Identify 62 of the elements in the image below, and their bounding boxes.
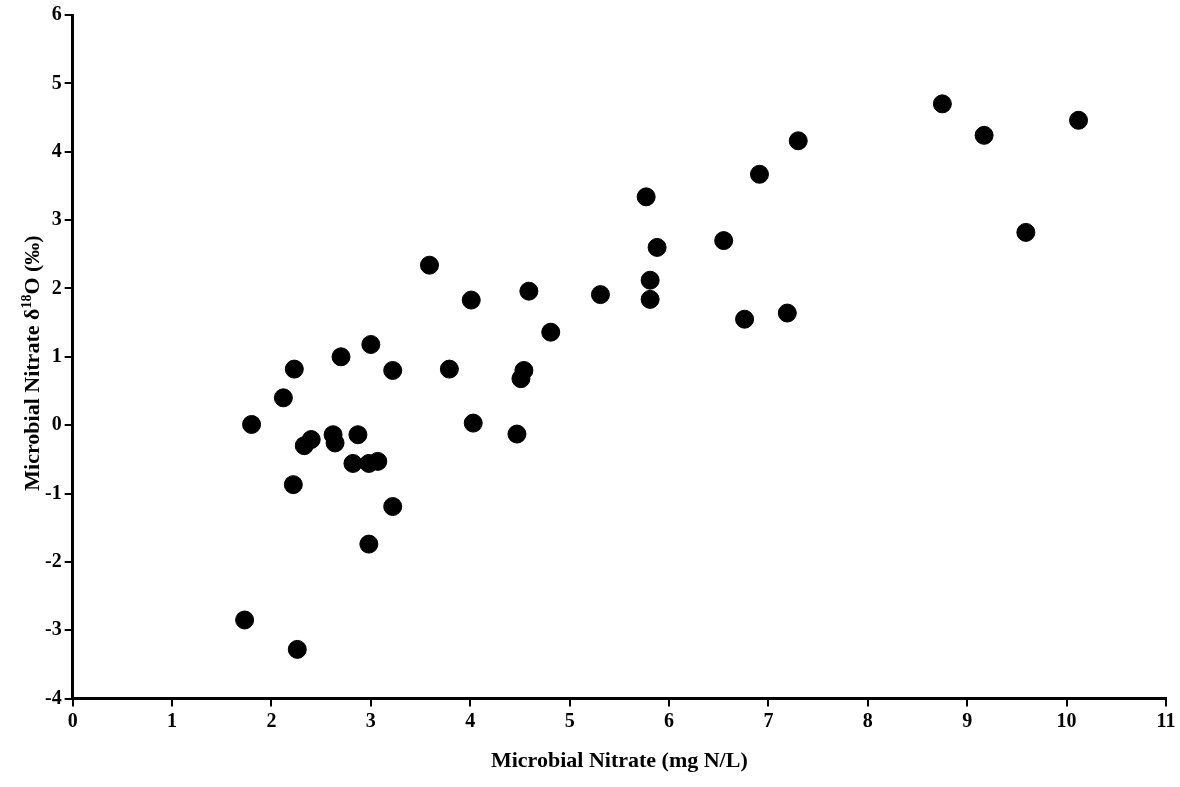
point bbox=[284, 359, 304, 379]
y-tick-label: -4 bbox=[44, 685, 62, 708]
x-tick-label: 6 bbox=[664, 708, 675, 731]
point bbox=[361, 335, 381, 354]
y-tick-label: -1 bbox=[44, 480, 62, 503]
point bbox=[325, 433, 345, 453]
point bbox=[343, 453, 363, 473]
y-tick-label: 1 bbox=[51, 343, 62, 366]
point bbox=[383, 497, 403, 517]
point bbox=[419, 255, 439, 275]
point bbox=[235, 610, 255, 630]
y-tick-label: -3 bbox=[44, 617, 62, 640]
point bbox=[974, 125, 994, 145]
y-tick-label: 0 bbox=[51, 412, 62, 435]
point bbox=[932, 94, 952, 114]
y-tick-label: -2 bbox=[44, 549, 62, 572]
x-tick-label: 9 bbox=[962, 708, 973, 731]
point bbox=[348, 425, 368, 445]
point bbox=[636, 187, 656, 207]
point bbox=[273, 388, 293, 408]
point bbox=[1016, 222, 1036, 242]
point bbox=[461, 290, 481, 310]
x-tick-label: 1 bbox=[167, 708, 178, 731]
point bbox=[439, 359, 459, 379]
point bbox=[301, 430, 321, 450]
point bbox=[368, 451, 388, 471]
y-tick-label: 6 bbox=[51, 2, 62, 25]
y-tick-label: 5 bbox=[51, 70, 62, 93]
x-tick-label: 11 bbox=[1156, 708, 1176, 731]
point bbox=[359, 534, 379, 554]
y-tick-label: 4 bbox=[51, 138, 62, 161]
point bbox=[331, 347, 351, 367]
x-tick-label: 0 bbox=[67, 708, 78, 731]
point bbox=[1069, 110, 1089, 130]
x-tick-label: 2 bbox=[266, 708, 277, 731]
point bbox=[463, 413, 483, 433]
y-tick-label: 3 bbox=[51, 207, 62, 230]
point bbox=[507, 424, 527, 444]
point bbox=[519, 281, 539, 301]
point bbox=[514, 360, 534, 380]
point bbox=[242, 414, 262, 434]
point bbox=[735, 309, 755, 329]
x-tick-label: 4 bbox=[465, 708, 476, 731]
x-tick-label: 8 bbox=[862, 708, 873, 731]
point bbox=[647, 237, 667, 257]
point bbox=[283, 475, 303, 495]
x-tick-label: 3 bbox=[365, 708, 376, 731]
point bbox=[640, 270, 660, 290]
x-axis-title: Microbial Nitrate (mg N/L) bbox=[490, 747, 748, 773]
x-tick-label: 7 bbox=[763, 708, 774, 731]
point bbox=[287, 639, 307, 659]
point bbox=[383, 360, 403, 380]
y-tick-label: 2 bbox=[51, 275, 62, 298]
point bbox=[541, 322, 561, 342]
point bbox=[788, 131, 808, 151]
point bbox=[714, 231, 734, 251]
point bbox=[777, 303, 797, 323]
point bbox=[640, 289, 660, 309]
point bbox=[749, 164, 769, 184]
x-tick-label: 10 bbox=[1056, 708, 1077, 731]
point bbox=[590, 285, 610, 305]
x-tick-label: 5 bbox=[564, 708, 575, 731]
